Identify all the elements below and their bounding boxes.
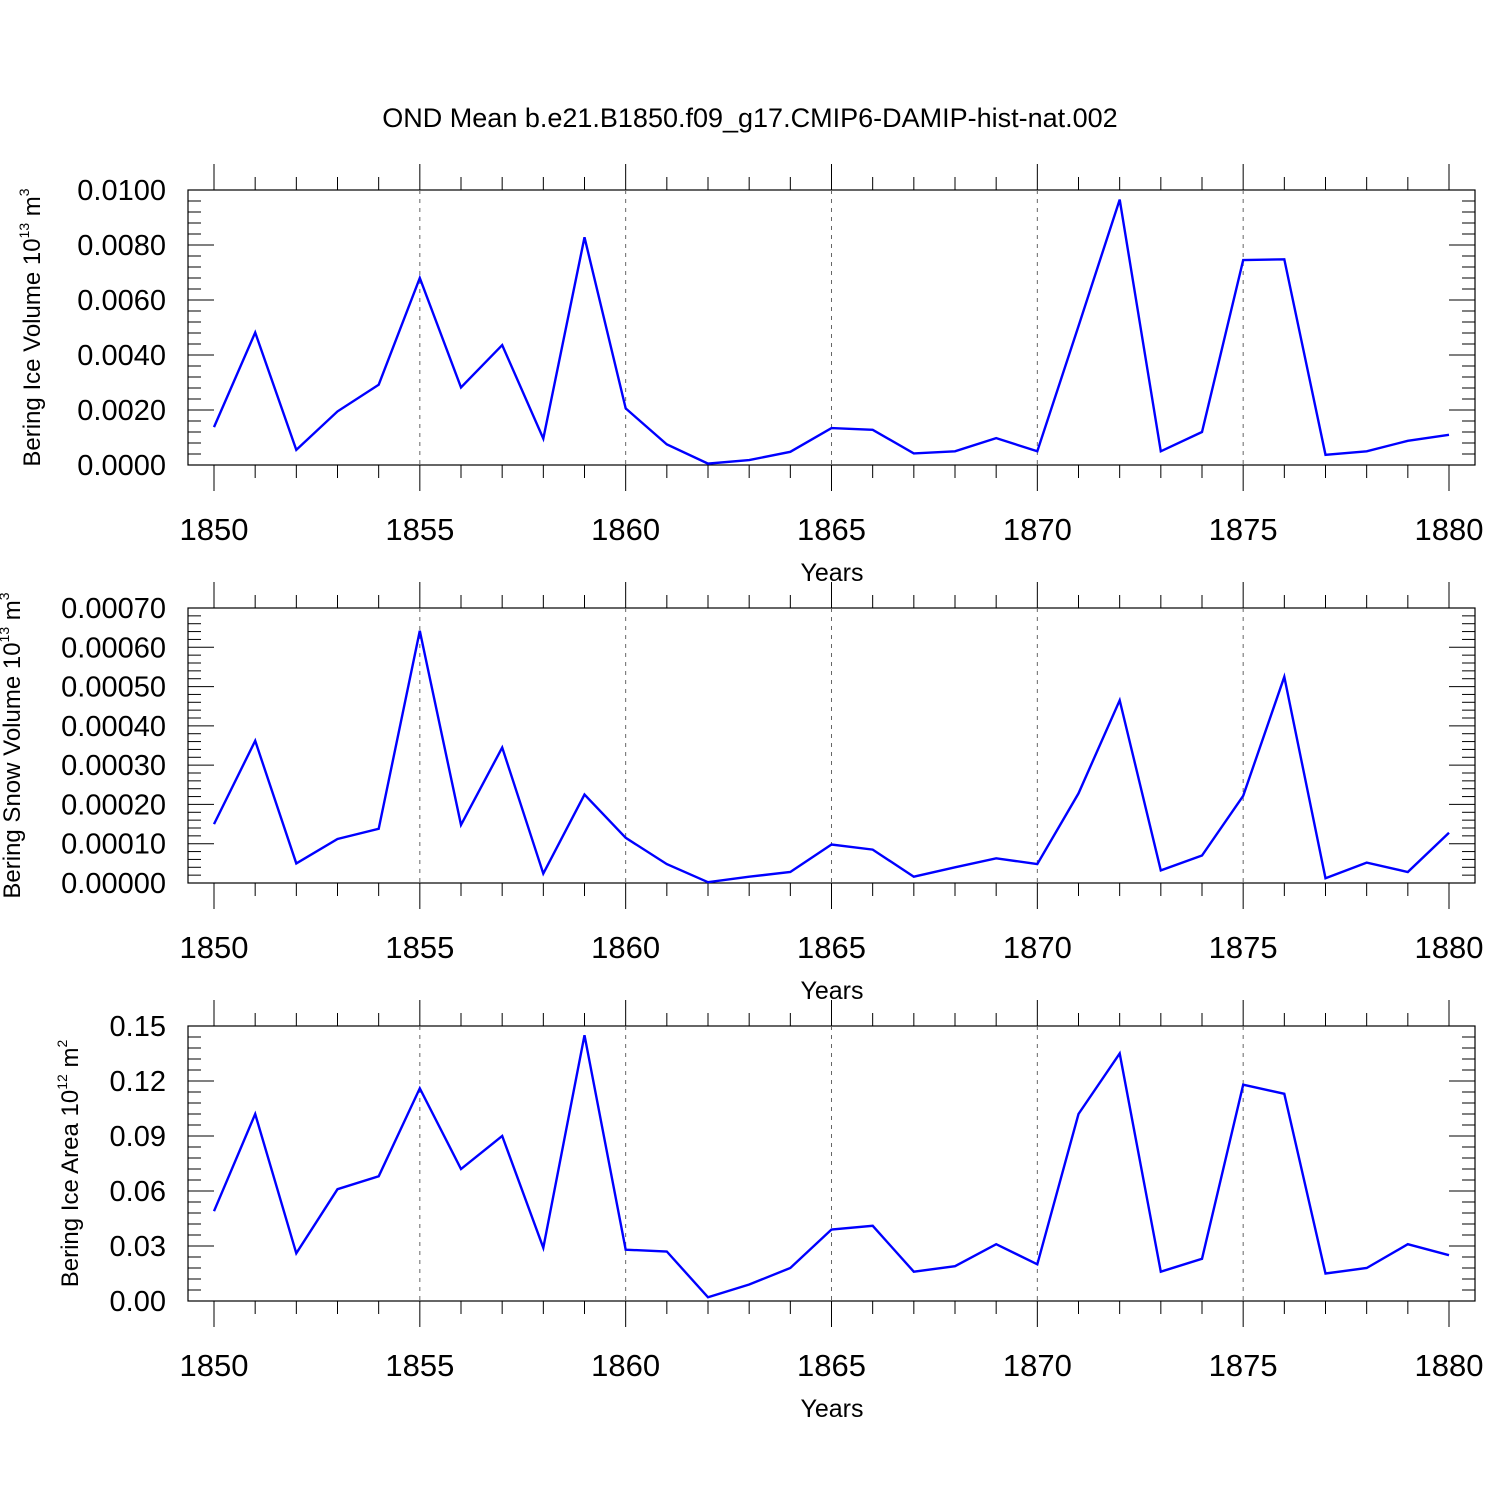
y-axis-label-unit-exponent: 3 [0,592,12,600]
x-tick-label: 1865 [797,930,866,965]
y-tick-label: 0.00 [110,1286,166,1318]
x-tick-label: 1865 [797,512,866,547]
y-tick-label: 0.0100 [77,175,166,207]
y-tick-label: 0.12 [110,1066,166,1098]
y-tick-label: 0.0000 [77,450,166,482]
series-line [212,199,1450,465]
x-tick-label: 1880 [1415,512,1484,547]
y-tick-label: 0.00060 [61,632,166,664]
y-axis-label-text: Bering Snow Volume 10 [0,642,26,898]
x-tick-label: 1870 [1003,512,1072,547]
x-tick-label: 1875 [1209,930,1278,965]
y-tick-label: 0.15 [110,1011,166,1043]
x-tick-label: 1855 [385,1348,454,1383]
y-axis-label: Bering Ice Area 1012 m2 [54,1040,84,1288]
x-tick-label: 1855 [385,930,454,965]
y-tick-label: 0.00030 [61,750,166,782]
series-line [212,630,1450,884]
x-tick-label: 1850 [180,930,249,965]
y-axis-label-exponent: 12 [54,1074,70,1090]
y-tick-label: 0.0060 [77,285,166,317]
y-axis-label-unit-exponent: 2 [54,1040,70,1048]
y-axis-label: Bering Ice Volume 1013 m3 [16,188,46,466]
x-tick-label: 1860 [591,1348,660,1383]
y-axis-label-exponent: 13 [0,627,12,643]
x-tick-label: 1880 [1415,930,1484,965]
chart-panel-2: 1850 1855 1860 1865 1870 1875 1880Years0.00000… [0,582,1483,1005]
y-tick-label: 0.0020 [77,395,166,427]
y-tick-label: 0.00070 [61,593,166,625]
x-tick-label: 1880 [1415,1348,1484,1383]
x-tick-label: 1870 [1003,930,1072,965]
y-axis-label-unit: m [19,196,46,223]
y-tick-label: 0.03 [110,1231,166,1263]
y-tick-label: 0.06 [110,1176,166,1208]
y-axis-label-text: Bering Ice Volume 10 [19,238,46,466]
x-tick-label: 1850 [180,512,249,547]
y-axis-label-unit: m [0,600,26,627]
y-tick-label: 0.00010 [61,829,166,861]
chart-panel-3: 1850 1855 1860 1865 1870 1875 1880 Years 0.00 0.0… [54,1000,1483,1423]
x-tick-label: 1875 [1209,512,1278,547]
y-tick-label: 0.09 [110,1121,166,1153]
x-tick-label: 1850 [180,1348,249,1383]
x-tick-label: 1875 [1209,1348,1278,1383]
y-tick-label: 0.0040 [77,340,166,372]
x-tick-label: 1870 [1003,1348,1072,1383]
x-tick-label: 1860 [591,512,660,547]
y-tick-label: 0.00000 [61,868,166,900]
y-axis-label-text: Bering Ice Area 10 [57,1090,84,1287]
y-axis-label-exponent: 13 [16,223,32,239]
chart-title: OND Mean b.e21.B1850.f09_g17.CMIP6-DAMIP… [382,103,1117,133]
y-tick-label: 0.00050 [61,672,166,704]
y-tick-label: 0.0080 [77,230,166,262]
y-axis-label-unit-exponent: 3 [16,188,32,196]
y-tick-label: 0.00020 [61,789,166,821]
y-tick-label: 0.00040 [61,711,166,743]
y-axis-label: Bering Snow Volume 1013 m3 [0,592,26,898]
x-tick-label: 1860 [591,930,660,965]
chart-panel-1: 1850 1855 1860 1865 1870 1875 1880Years0.00000… [16,164,1483,587]
x-tick-label: 1865 [797,1348,866,1383]
x-axis-label: Years [800,1395,863,1423]
x-tick-label: 1855 [385,512,454,547]
y-axis-label-unit: m [57,1048,84,1075]
